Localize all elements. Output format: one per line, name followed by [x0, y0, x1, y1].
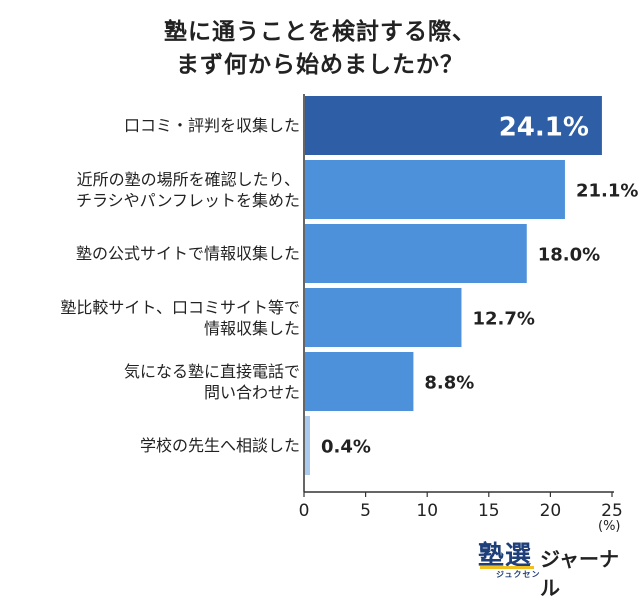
- category-label: 口コミ・評判を収集した: [0, 115, 300, 136]
- category-label-line: 情報収集した: [203, 318, 300, 338]
- bar: [305, 96, 602, 155]
- data-label: 0.4%: [321, 437, 371, 458]
- bar-chart: 24.1% 21.1% 18.0% 12.7% 8.8% 0.4% 0 5 10 15 20 25: [299, 94, 638, 521]
- data-label: 24.1%: [499, 113, 589, 143]
- logo-stripe: [480, 566, 534, 569]
- x-tick-label: 25: [601, 501, 623, 521]
- chart-title-line-2: まず何から始めましたか？: [176, 52, 464, 78]
- category-label: 気になる塾に直接電話で 問い合わせた: [0, 361, 300, 403]
- bar: [305, 416, 310, 475]
- data-label: 21.1%: [576, 181, 638, 202]
- category-label-line: 塾比較サイト、口コミサイト等で: [60, 297, 300, 317]
- category-label-line: 学校の先生へ相談した: [139, 436, 300, 455]
- logo-sub-text: ジュクセン: [496, 570, 541, 579]
- juku-sen-journal-logo: 塾選 ジュクセン ジャーナル: [478, 535, 628, 600]
- category-label: 塾比較サイト、口コミサイト等で 情報収集した: [0, 297, 300, 339]
- category-label-line: 気になる塾に直接電話で: [123, 361, 300, 381]
- x-tick-label: 20: [540, 501, 562, 521]
- bar: [305, 352, 414, 411]
- bar: [305, 224, 527, 283]
- category-label: 近所の塾の場所を確認したり、 チラシやパンフレットを集めた: [0, 169, 300, 211]
- x-tick-label: 10: [416, 501, 438, 521]
- category-label: 学校の先生へ相談した: [0, 435, 300, 456]
- unit-label: (%): [598, 519, 621, 534]
- bar: [305, 288, 462, 347]
- category-label: 塾の公式サイトで情報収集した: [0, 243, 300, 264]
- category-label-line: 近所の塾の場所を確認したり、: [76, 169, 300, 189]
- chart-title-line-1: 塾に通うことを検討する際、: [164, 19, 476, 45]
- x-tick-label: 5: [360, 501, 371, 521]
- logo-journal-text: ジャーナル: [540, 547, 619, 600]
- x-tick-label: 0: [299, 501, 310, 521]
- category-label-line: 口コミ・評判を収集した: [123, 116, 300, 135]
- data-label: 8.8%: [424, 373, 474, 394]
- category-label-line: チラシやパンフレットを集めた: [75, 190, 300, 210]
- data-label: 12.7%: [472, 309, 534, 330]
- x-tick-label: 15: [478, 501, 500, 521]
- bar: [305, 160, 565, 219]
- category-label-line: 問い合わせた: [203, 382, 300, 402]
- category-label-line: 塾の公式サイトで情報収集した: [75, 244, 300, 263]
- data-label: 18.0%: [538, 245, 600, 266]
